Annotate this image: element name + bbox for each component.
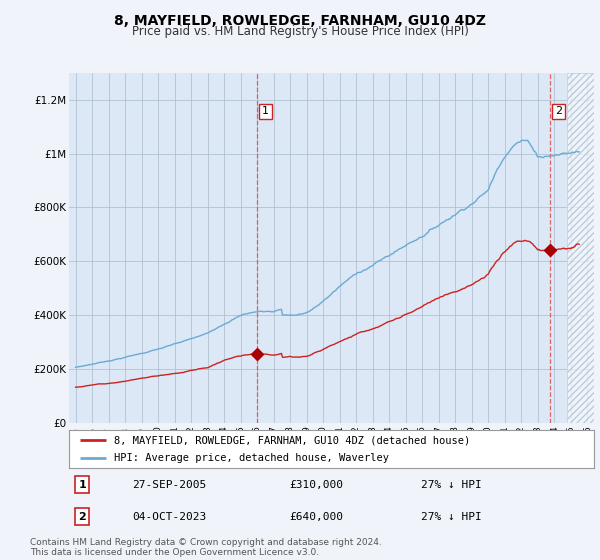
Text: 04-OCT-2023: 04-OCT-2023 [132,512,206,522]
Text: 27-SEP-2005: 27-SEP-2005 [132,479,206,489]
Text: 2: 2 [555,106,562,116]
Text: Contains HM Land Registry data © Crown copyright and database right 2024.
This d: Contains HM Land Registry data © Crown c… [30,538,382,557]
Text: £310,000: £310,000 [290,479,343,489]
Text: 8, MAYFIELD, ROWLEDGE, FARNHAM, GU10 4DZ (detached house): 8, MAYFIELD, ROWLEDGE, FARNHAM, GU10 4DZ… [113,435,470,445]
Text: Price paid vs. HM Land Registry's House Price Index (HPI): Price paid vs. HM Land Registry's House … [131,25,469,38]
Text: HPI: Average price, detached house, Waverley: HPI: Average price, detached house, Wave… [113,453,389,463]
Bar [567,73,594,423]
Text: 2: 2 [78,512,86,522]
Bar [567,73,594,423]
Text: £640,000: £640,000 [290,512,343,522]
Text: 27% ↓ HPI: 27% ↓ HPI [421,479,482,489]
Text: 1: 1 [262,106,269,116]
Text: 8, MAYFIELD, ROWLEDGE, FARNHAM, GU10 4DZ: 8, MAYFIELD, ROWLEDGE, FARNHAM, GU10 4DZ [114,14,486,28]
Text: 27% ↓ HPI: 27% ↓ HPI [421,512,482,522]
Text: 1: 1 [78,479,86,489]
